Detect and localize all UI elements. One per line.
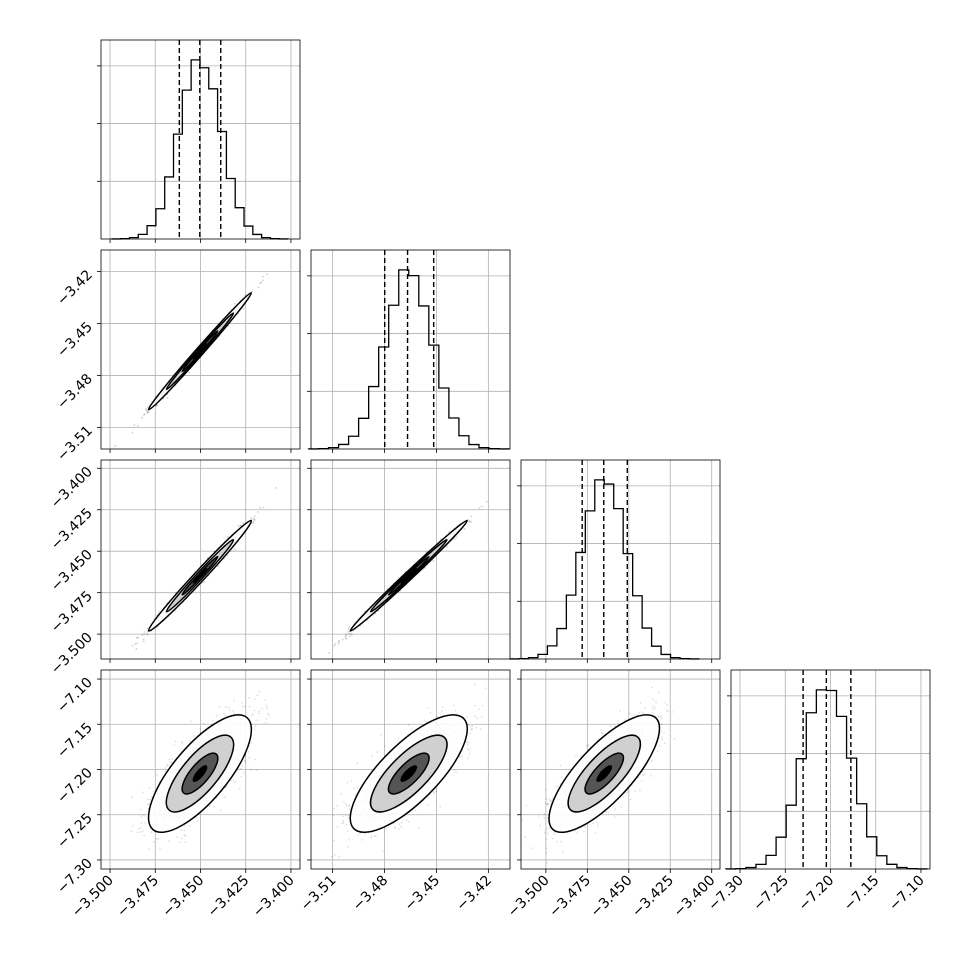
scatter-point bbox=[333, 645, 335, 647]
scatter-point bbox=[432, 560, 434, 562]
scatter-point bbox=[158, 611, 160, 613]
scatter-point bbox=[262, 279, 264, 281]
scatter-point bbox=[455, 536, 457, 538]
scatter-point bbox=[217, 565, 219, 567]
scatter-point bbox=[234, 549, 236, 551]
scatter-point bbox=[188, 372, 190, 374]
scatter-point bbox=[486, 501, 488, 503]
scatter-point bbox=[137, 637, 139, 639]
scatter-point bbox=[146, 408, 148, 410]
panel-background bbox=[311, 460, 510, 659]
scatter-point bbox=[254, 518, 256, 520]
scatter-point bbox=[114, 445, 116, 447]
scatter-point bbox=[132, 645, 134, 647]
scatter-point bbox=[141, 634, 143, 636]
scatter-point bbox=[328, 652, 330, 654]
scatter-point bbox=[348, 626, 350, 628]
scatter-point bbox=[259, 507, 261, 509]
scatter-point bbox=[148, 411, 150, 413]
scatter-point bbox=[133, 424, 135, 426]
scatter-point bbox=[346, 638, 348, 640]
scatter-point bbox=[259, 282, 261, 284]
scatter-point bbox=[481, 506, 483, 508]
scatter-point bbox=[258, 287, 260, 289]
scatter-point bbox=[266, 273, 268, 275]
scatter-point bbox=[257, 511, 259, 513]
scatter-point bbox=[338, 641, 340, 643]
scatter-point bbox=[136, 643, 138, 645]
scatter-point bbox=[243, 308, 245, 310]
scatter-point bbox=[143, 631, 145, 633]
scatter-point bbox=[262, 276, 264, 278]
scatter-point bbox=[250, 517, 252, 519]
scatter-point bbox=[347, 628, 349, 630]
scatter-point bbox=[141, 417, 143, 419]
scatter-point bbox=[203, 581, 205, 583]
scatter-point bbox=[254, 515, 256, 517]
scatter-point bbox=[143, 414, 145, 416]
scatter-point bbox=[345, 633, 347, 635]
scatter-point bbox=[349, 635, 351, 637]
scatter-point bbox=[322, 659, 324, 661]
scatter-point bbox=[239, 525, 241, 527]
scatter-point bbox=[167, 397, 169, 399]
scatter-point bbox=[348, 633, 350, 635]
scatter-point bbox=[275, 487, 277, 489]
scatter-point bbox=[348, 631, 350, 633]
panel-background bbox=[521, 460, 720, 659]
scatter-point bbox=[469, 520, 471, 522]
scatter-point bbox=[146, 627, 148, 629]
scatter-point bbox=[252, 522, 254, 524]
scatter-point bbox=[147, 634, 149, 636]
scatter-point bbox=[263, 507, 265, 509]
scatter-point bbox=[134, 643, 136, 645]
scatter-point bbox=[464, 528, 466, 530]
scatter-point bbox=[143, 634, 145, 636]
scatter-point bbox=[234, 303, 236, 305]
scatter-point bbox=[132, 432, 134, 434]
scatter-point bbox=[478, 507, 480, 509]
scatter-point bbox=[342, 639, 344, 641]
scatter-point bbox=[237, 525, 239, 527]
scatter-point bbox=[135, 648, 137, 650]
scatter-point bbox=[137, 425, 139, 427]
scatter-point bbox=[470, 516, 472, 518]
scatter-point bbox=[334, 643, 336, 645]
scatter-point bbox=[338, 643, 340, 645]
scatter-point bbox=[351, 634, 353, 636]
scatter-point bbox=[143, 638, 145, 640]
scatter-point bbox=[251, 290, 253, 292]
scatter-point bbox=[143, 640, 145, 642]
scatter-point bbox=[344, 635, 346, 637]
panel-background bbox=[311, 250, 510, 449]
scatter-point bbox=[146, 632, 148, 634]
